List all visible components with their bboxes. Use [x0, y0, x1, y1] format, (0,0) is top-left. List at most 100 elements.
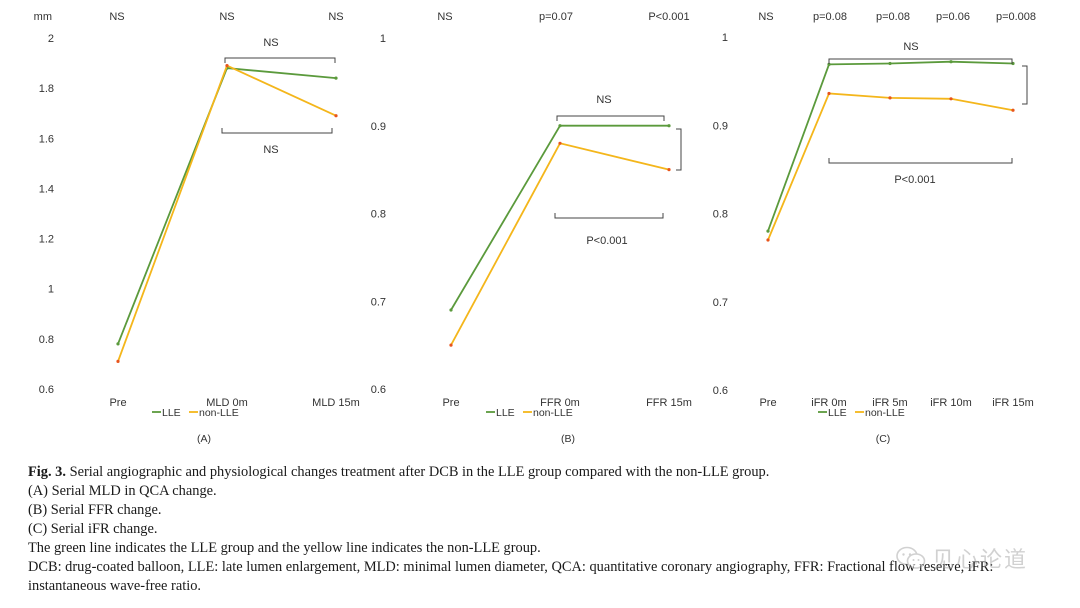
significance-bracket: [224, 57, 336, 63]
bracket-label: P<0.001: [586, 235, 627, 247]
x-tick-label: Pre: [109, 397, 126, 409]
data-point: [827, 62, 831, 66]
y-tick-label: 0.7: [371, 296, 386, 308]
significance-bracket: [554, 213, 664, 219]
x-tick-label: iFR 10m: [930, 397, 972, 409]
p-value-annotation: NS: [109, 11, 124, 23]
wechat-icon: [896, 546, 926, 569]
bracket-label: NS: [263, 37, 278, 49]
caption-line-c: (C) Serial iFR change.: [28, 521, 158, 537]
y-tick-label: 1: [722, 32, 728, 44]
caption-title-line: Fig. 3. Serial angiographic and physiolo…: [28, 463, 1068, 482]
x-tick-label: FFR 0m: [540, 397, 580, 409]
significance-bracket: [828, 158, 1013, 164]
chart-panel-2: 0.6 0.7 0.8 0.9 1 Pre FFR 0m FFR 15m NS p=0.07 P<0…: [371, 11, 692, 445]
panel-label: (C): [876, 433, 891, 445]
y-tick-label: 0.6: [371, 384, 386, 396]
data-point: [558, 141, 562, 145]
series-line-non-lle: [117, 64, 337, 362]
panel-label: (A): [197, 433, 211, 445]
x-tick-label: MLD 0m: [206, 397, 248, 409]
figure-charts: mm 0.6 0.8 1 1.2 1.4 1.6 1.8 2 Pre MLD 0m MLD 15m NS…: [34, 11, 1036, 445]
series-line-non-lle: [767, 92, 1014, 241]
bracket-label: NS: [903, 41, 918, 53]
x-tick-label: iFR 5m: [872, 397, 907, 409]
panel-label: (B): [561, 433, 575, 445]
data-point: [888, 96, 892, 100]
data-point: [667, 124, 671, 128]
y-tick-label: 1.8: [39, 83, 54, 95]
data-point: [766, 238, 770, 242]
y-tick-label: 1: [380, 33, 386, 45]
y-tick-label: 1: [48, 284, 54, 296]
y-tick-label: 0.8: [39, 334, 54, 346]
p-value-annotation: p=0.008: [996, 11, 1036, 23]
p-value-annotation: NS: [328, 11, 343, 23]
significance-bracket: [828, 58, 1013, 64]
caption-line-b: (B) Serial FFR change.: [28, 502, 162, 518]
caption-line-a: (A) Serial MLD in QCA change.: [28, 483, 217, 499]
x-tick-label: iFR 0m: [811, 397, 846, 409]
data-point: [116, 342, 120, 346]
p-value-annotation: p=0.06: [936, 11, 970, 23]
data-point: [334, 114, 338, 118]
data-point: [766, 229, 770, 233]
p-value-annotation: NS: [758, 11, 773, 23]
y-tick-label: 1.4: [39, 183, 54, 195]
p-value-annotation: p=0.07: [539, 11, 573, 23]
y-tick-label: 0.8: [713, 209, 728, 221]
y-tick-label: 2: [48, 33, 54, 45]
data-point: [116, 359, 120, 363]
legend-label-lle: LLE: [496, 407, 515, 419]
x-tick-label: FFR 15m: [646, 397, 692, 409]
data-point: [225, 64, 229, 68]
y-tick-label: 0.6: [39, 384, 54, 396]
legend-label-non-lle: non-LLE: [865, 407, 905, 419]
x-tick-label: iFR 15m: [992, 397, 1034, 409]
y-tick-label: 0.9: [713, 120, 728, 132]
p-value-annotation: NS: [219, 11, 234, 23]
y-tick-label: 0.7: [713, 297, 728, 309]
chart-panel-1: mm 0.6 0.8 1 1.2 1.4 1.6 1.8 2 Pre MLD 0m MLD 15m NS…: [34, 11, 360, 445]
significance-bracket: [556, 115, 665, 121]
x-tick-label: Pre: [759, 397, 776, 409]
chart-panel-3: 0.6 0.7 0.8 0.9 1 Pre iFR 0m iFR 5m iFR 10m iFR 1…: [713, 11, 1036, 445]
significance-bracket: [221, 128, 333, 134]
caption-line-abbrev-cont: instantaneous wave-free ratio.: [28, 578, 202, 594]
data-point: [449, 308, 453, 312]
data-point: [949, 97, 953, 101]
caption-line-colors: The green line indicates the LLE group a…: [28, 540, 541, 556]
data-point: [449, 343, 453, 347]
series-line-non-lle: [450, 142, 670, 346]
data-point: [827, 91, 831, 96]
bracket-label: NS: [596, 94, 611, 106]
caption-line-abbrev: DCB: drug-coated balloon, LLE: late lume…: [28, 559, 994, 575]
caption-title: Serial angiographic and physiological ch…: [69, 464, 770, 480]
y-tick-label: 1.2: [39, 234, 54, 246]
caption-fig-label: Fig. 3.: [28, 464, 66, 480]
x-tick-label: Pre: [442, 397, 459, 409]
y-tick-label: 0.9: [371, 121, 386, 133]
legend-label-non-lle: non-LLE: [533, 407, 573, 419]
y-tick-label: 0.6: [713, 385, 728, 397]
bracket-label: P<0.001: [894, 174, 935, 186]
y-tick-label: 1.6: [39, 133, 54, 145]
data-point: [1011, 108, 1015, 112]
bracket-label: NS: [263, 144, 278, 156]
watermark: 见心论道: [896, 543, 1066, 573]
legend-label-lle: LLE: [162, 407, 181, 419]
data-point: [949, 60, 953, 64]
series-line-lle: [117, 67, 337, 345]
series-line-lle: [767, 60, 1014, 232]
figure-caption: Fig. 3. Serial angiographic and physiolo…: [28, 463, 1068, 596]
significance-bracket: [676, 128, 682, 171]
legend-label-lle: LLE: [828, 407, 847, 419]
p-value-annotation: p=0.08: [813, 11, 847, 23]
watermark-text: 见心论道: [932, 548, 1029, 573]
significance-bracket: [1022, 65, 1028, 105]
p-value-annotation: NS: [437, 11, 452, 23]
data-point: [888, 61, 892, 66]
legend-label-non-lle: non-LLE: [199, 407, 239, 419]
p-value-annotation: P<0.001: [648, 11, 689, 23]
y-tick-label: 0.8: [371, 209, 386, 221]
